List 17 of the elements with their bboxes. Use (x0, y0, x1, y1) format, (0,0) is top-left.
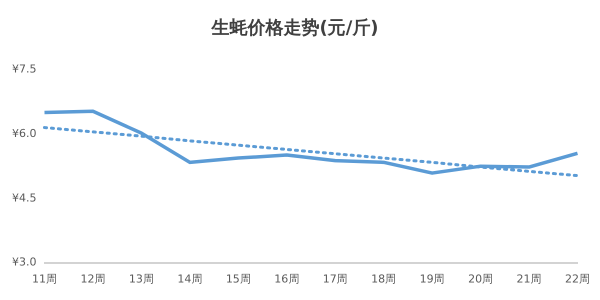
y-tick-label: ¥3.0 (12, 256, 36, 269)
x-tick-label: 15周 (226, 272, 251, 286)
chart-title: 生蚝价格走势(元/斤) (210, 17, 379, 38)
x-tick-label: 16周 (274, 272, 300, 286)
y-tick-label: ¥4.5 (12, 191, 36, 204)
x-tick-label: 11周 (32, 272, 57, 286)
x-tick-label: 19周 (420, 272, 445, 286)
x-tick-label: 20周 (468, 272, 494, 286)
x-tick-label: 17周 (322, 272, 348, 286)
y-tick-label: ¥7.5 (12, 62, 36, 76)
x-tick-label: 12周 (80, 272, 106, 286)
x-tick-label: 22周 (565, 272, 590, 286)
x-tick-label: 18周 (371, 272, 396, 286)
x-tick-label: 13周 (128, 272, 154, 286)
x-tick-label: 14周 (177, 272, 202, 286)
x-tick-label: 21周 (516, 272, 542, 286)
y-tick-label: ¥6.0 (12, 126, 36, 140)
